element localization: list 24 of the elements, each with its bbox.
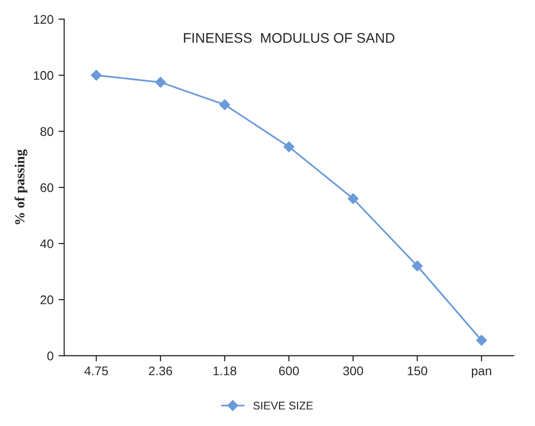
x-tick-label: 150 [408,366,428,376]
x-tick-label: 600 [279,366,299,376]
point [412,260,423,272]
point [348,193,359,204]
x-tick-label: 2.36 [148,366,172,376]
point [219,99,230,110]
y-axis-title: % of passing [14,149,28,224]
legend-label: SIEVE SIZE [253,402,313,410]
x-tick-label: 1.18 [213,366,236,376]
x-tick-label: 300 [343,366,364,376]
y-tick-label: 0 [47,352,54,360]
point [283,141,294,152]
x-tick-label: pan [472,368,492,378]
y-tick-label: 40 [40,239,54,248]
point [90,70,102,81]
y-tick-label: 20 [40,295,54,304]
text: FINENESS MODULUS OF SAND [184,33,394,43]
point [476,334,487,346]
y-tick-label: 120 [34,14,54,24]
x-tick-label: 4.75 [84,366,108,376]
point [155,76,166,88]
y-tick-label: 60 [40,183,54,192]
y-tick-label: 100 [34,71,54,80]
y-tick-label: 80 [40,127,54,136]
